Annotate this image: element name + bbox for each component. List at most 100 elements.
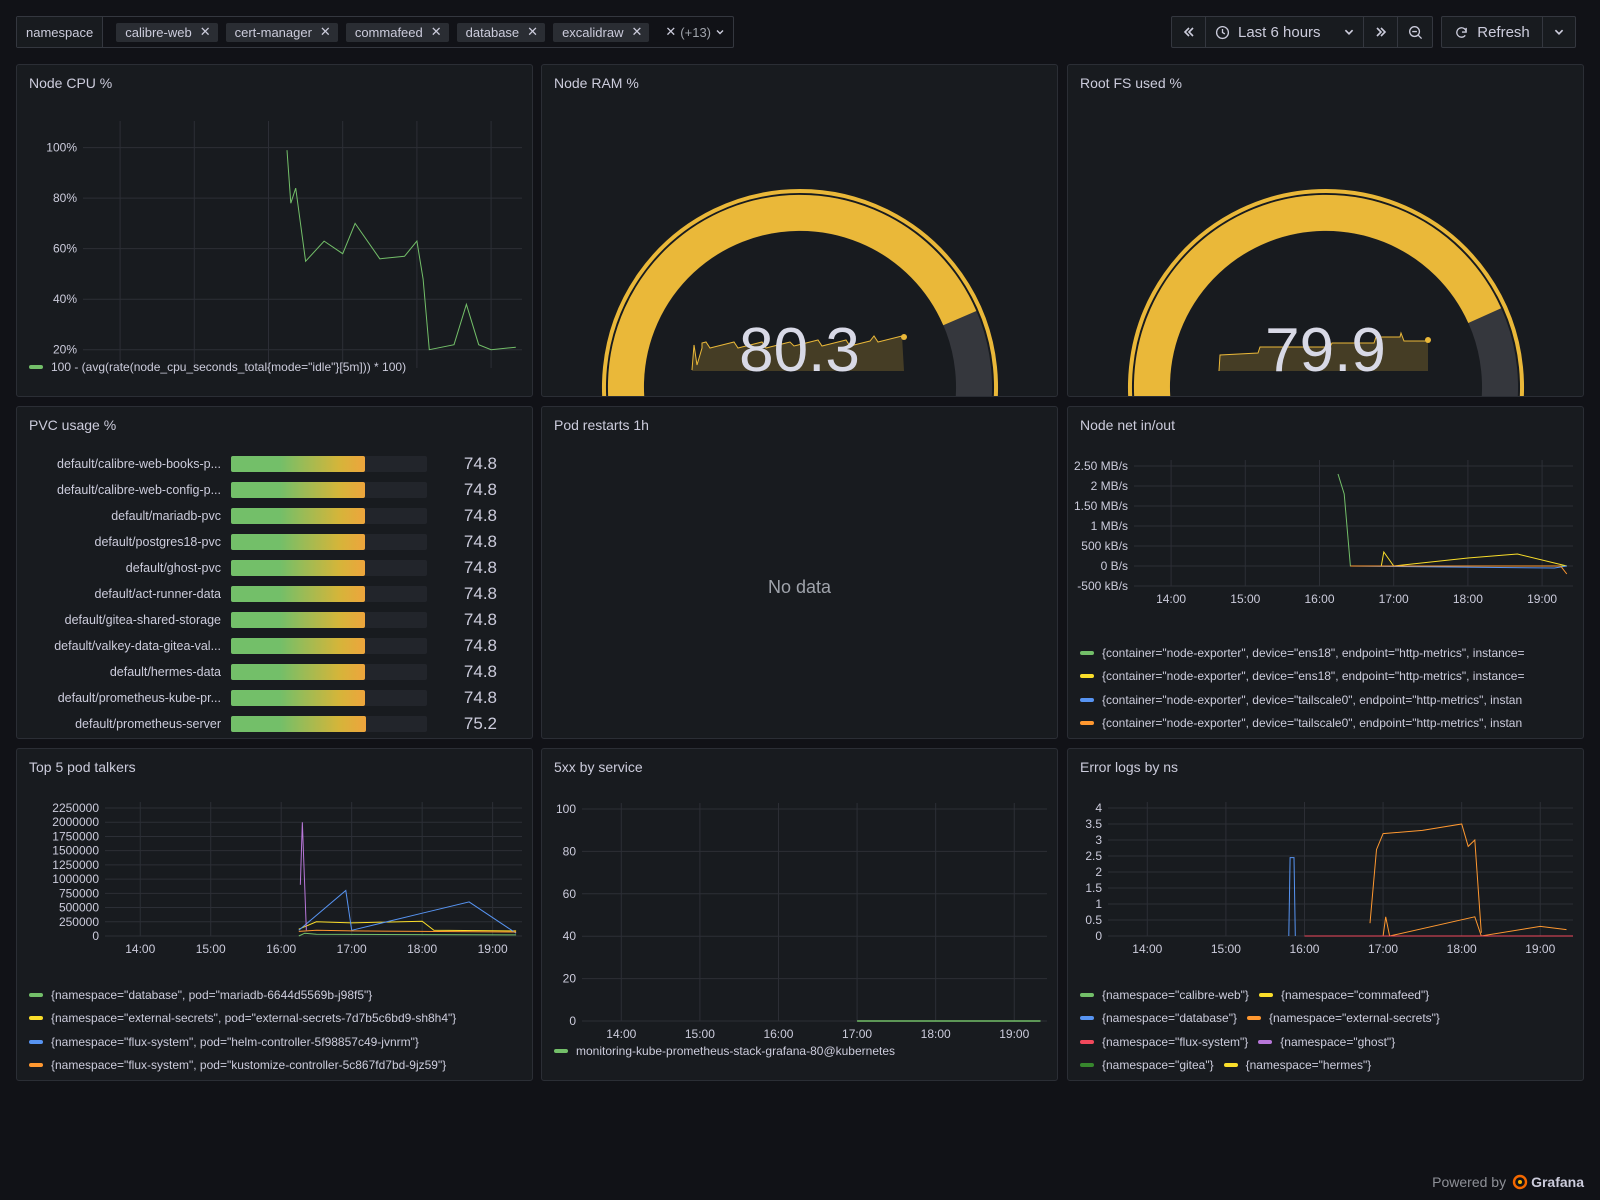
legend-item[interactable]: {container="node-exporter", device="tail… xyxy=(1080,688,1524,712)
pvc-row[interactable]: default/mariadb-pvc 74.8 xyxy=(25,503,515,529)
panel-5xx[interactable]: 5xx by service 0 20 40 60 80 100 14:00 15:00 16:… xyxy=(541,748,1058,1081)
pvc-row[interactable]: default/valkey-data-gitea-val... 74.8 xyxy=(25,633,515,659)
pvc-bar xyxy=(231,482,366,498)
legend-item[interactable]: {container="node-exporter", device="tail… xyxy=(1080,712,1524,736)
legend-item[interactable]: {namespace="external-secrets"} xyxy=(1246,1011,1440,1025)
legend-item[interactable]: monitoring-kube-prometheus-stack-grafana… xyxy=(554,1039,895,1063)
y-tick-label: 1 MB/s xyxy=(1091,519,1128,533)
legend-item[interactable]: {namespace="hermes"} xyxy=(1223,1058,1371,1072)
pvc-row[interactable]: default/prometheus-kube-pr... 74.8 xyxy=(25,685,515,711)
variable-chip[interactable]: calibre-web ✕ xyxy=(116,22,218,42)
legend-item[interactable]: {namespace="database", pod="mariadb-6644… xyxy=(29,983,456,1007)
legend-item[interactable]: {namespace="database"} xyxy=(1080,1011,1237,1025)
legend-item[interactable]: {container="node-exporter", device="ens1… xyxy=(1080,665,1524,689)
panel-node-ram[interactable]: Node RAM % 80.3 xyxy=(541,64,1058,397)
y-tick-label: 1.50 MB/s xyxy=(1074,499,1128,513)
clock-icon xyxy=(1215,25,1230,39)
variable-chip[interactable]: commafeed ✕ xyxy=(345,22,449,42)
x-tick-label: 15:00 xyxy=(1230,592,1260,606)
pvc-row[interactable]: default/postgres18-pvc 74.8 xyxy=(25,529,515,555)
pvc-row[interactable]: default/ghost-pvc 74.8 xyxy=(25,555,515,581)
grafana-brand[interactable]: Grafana xyxy=(1512,1174,1584,1190)
time-range-group: Last 6 hours xyxy=(1171,16,1433,48)
x-tick-label: 19:00 xyxy=(1527,592,1557,606)
sparkline-area xyxy=(1219,333,1428,371)
more-selected[interactable]: ✕ (+13) xyxy=(665,24,725,40)
refresh-interval-dropdown[interactable] xyxy=(1543,17,1575,47)
variable-chip[interactable]: database ✕ xyxy=(456,22,546,42)
legend-item[interactable]: {container="node-exporter", device="ens1… xyxy=(1080,641,1524,665)
series-line xyxy=(1350,565,1568,575)
cpu-chart: 20%40%60%80%100%14:0015:0016:0017:0018:0… xyxy=(46,121,522,368)
chart-legend: monitoring-kube-prometheus-stack-grafana… xyxy=(554,1039,895,1063)
legend-item[interactable]: {namespace="ghost"} xyxy=(1258,1035,1395,1049)
clear-all-icon[interactable]: ✕ xyxy=(665,24,677,39)
series-swatch xyxy=(1223,1063,1238,1068)
panel-pod-restarts[interactable]: Pod restarts 1h No data xyxy=(541,406,1058,739)
panel-node-cpu[interactable]: Node CPU % 20%40%60%80%100%14:0015:0016:… xyxy=(16,64,533,397)
pvc-value: 74.8 xyxy=(463,480,497,499)
gauge-value-arc xyxy=(1134,194,1502,396)
y-tick-label: 60 xyxy=(563,887,577,901)
close-icon[interactable]: ✕ xyxy=(631,24,643,39)
legend-item[interactable]: {namespace="gitea"} xyxy=(1080,1058,1214,1072)
panel-root-fs[interactable]: Root FS used % 79.9 xyxy=(1067,64,1584,397)
panel-top-talkers[interactable]: Top 5 pod talkers 0 250000 500000 750000 100… xyxy=(16,748,533,1081)
x-tick-label: 14:00 xyxy=(125,942,155,956)
pvc-row[interactable]: default/hermes-data 74.8 xyxy=(25,659,515,685)
panel-pvc-usage[interactable]: PVC usage % default/calibre-web-books-p.… xyxy=(16,406,533,739)
series-line xyxy=(298,889,517,934)
pvc-value: 74.8 xyxy=(463,584,497,603)
pvc-bar-track xyxy=(231,560,427,576)
variable-chip[interactable]: cert-manager ✕ xyxy=(225,22,338,42)
pvc-value: 75.2 xyxy=(463,714,497,733)
legend-item[interactable]: {namespace="calibre-web"} xyxy=(1080,988,1249,1002)
pvc-row[interactable]: default/calibre-web-books-p... 74.8 xyxy=(25,451,515,477)
legend-item[interactable]: 100 - (avg(rate(node_cpu_seconds_total{m… xyxy=(29,355,406,379)
namespace-variable-picker[interactable]: namespace calibre-web ✕ cert-manager ✕ com… xyxy=(16,16,734,48)
legend-item[interactable]: {namespace="commafeed"} xyxy=(1258,988,1429,1002)
time-range-picker[interactable]: Last 6 hours xyxy=(1206,17,1364,47)
legend-item[interactable]: {namespace="flux-system", pod="helm-cont… xyxy=(29,1030,456,1054)
pvc-value: 74.8 xyxy=(463,532,497,551)
pvc-name: default/postgres18-pvc xyxy=(94,535,221,549)
series-swatch xyxy=(1246,1016,1261,1021)
refresh-button[interactable]: Refresh xyxy=(1442,17,1543,47)
errlogs-chart: 0 0.5 1 1.5 2 2.5 3 3.5 4 14:00 15:00 16:00 17:00 18:… xyxy=(1085,801,1573,956)
pvc-row[interactable]: default/calibre-web-config-p... 74.8 xyxy=(25,477,515,503)
series-swatch xyxy=(29,1063,43,1068)
pvc-bar xyxy=(231,638,366,654)
close-icon[interactable]: ✕ xyxy=(319,24,331,39)
pvc-row[interactable]: default/prometheus-server 75.2 xyxy=(25,711,515,737)
x-tick-label: 17:00 xyxy=(1379,592,1409,606)
pvc-row[interactable]: default/gitea-shared-storage 74.8 xyxy=(25,607,515,633)
x-tick-label: 14:00 xyxy=(1156,592,1186,606)
close-icon[interactable]: ✕ xyxy=(430,24,442,39)
pvc-name: default/hermes-data xyxy=(109,665,221,679)
variable-chip[interactable]: excalidraw ✕ xyxy=(553,22,650,42)
shift-back-button[interactable] xyxy=(1172,17,1206,47)
panel-node-net[interactable]: Node net in/out -500 kB/s 0 B/s 500 kB/s 1 … xyxy=(1067,406,1584,739)
pvc-bar xyxy=(231,664,366,680)
series-swatch xyxy=(1258,1039,1273,1044)
y-tick-label: 20 xyxy=(563,972,577,986)
y-tick-label: 40 xyxy=(563,929,577,943)
legend-item[interactable]: {namespace="flux-system", pod="kustomize… xyxy=(29,1054,456,1078)
y-tick-label: 0.5 xyxy=(1085,913,1102,927)
shift-forward-button[interactable] xyxy=(1364,17,1398,47)
chart-legend: {container="node-exporter", device="ens1… xyxy=(1080,641,1524,735)
panel-error-logs[interactable]: Error logs by ns 0 0.5 1 1.5 2 2.5 3 3.5 4 14:00 1… xyxy=(1067,748,1584,1081)
series-swatch xyxy=(554,1048,568,1053)
sparkline-area xyxy=(692,336,904,371)
powered-by-footer: Powered by Grafana xyxy=(1432,1174,1584,1190)
legend-item[interactable]: {namespace="flux-system"} xyxy=(1080,1035,1248,1049)
zoom-out-button[interactable] xyxy=(1398,17,1432,47)
pvc-row[interactable]: default/act-runner-data 74.8 xyxy=(25,581,515,607)
close-icon[interactable]: ✕ xyxy=(199,24,211,39)
y-tick-label: 250000 xyxy=(59,915,99,929)
gauge-value: 79.9 xyxy=(1265,316,1386,385)
legend-item[interactable]: {namespace="external-secrets", pod="exte… xyxy=(29,1007,456,1031)
close-icon[interactable]: ✕ xyxy=(527,24,539,39)
pvc-name: default/prometheus-kube-pr... xyxy=(57,691,221,705)
gauge-threshold-arc xyxy=(1128,189,1524,396)
